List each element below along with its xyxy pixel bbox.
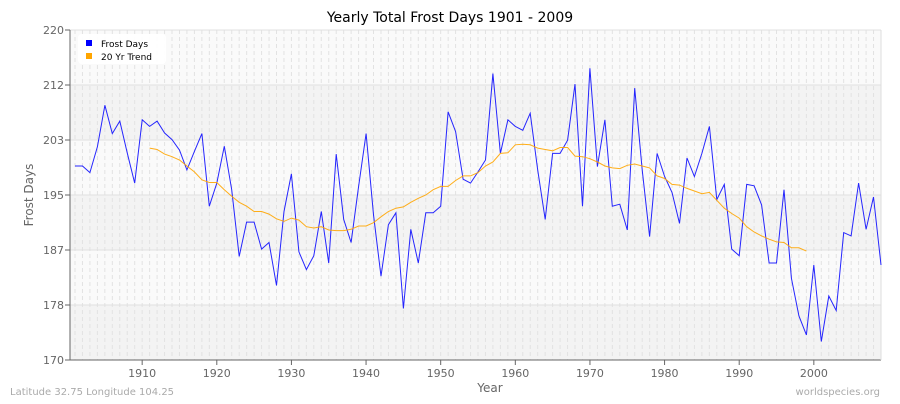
legend-swatch-frost-days	[86, 40, 92, 46]
background-band	[70, 30, 881, 85]
background-band	[70, 85, 881, 140]
legend-swatch-trend	[86, 53, 92, 59]
y-tick-label: 187	[43, 244, 64, 257]
legend-label-frost-days: Frost Days	[101, 40, 148, 50]
legend: Frost Days 20 Yr Trend	[78, 34, 166, 64]
y-tick-label: 212	[43, 79, 64, 92]
x-tick-label: 1930	[277, 367, 305, 380]
y-tick-label: 220	[43, 24, 64, 37]
background-band	[70, 140, 881, 195]
y-tick-label: 178	[43, 299, 64, 312]
y-tick-label: 170	[43, 354, 64, 367]
trend-series-line	[149, 143, 807, 252]
background-band	[70, 195, 881, 250]
background-bands	[70, 30, 881, 360]
background-band	[70, 250, 881, 305]
y-axis-label: Frost Days	[22, 164, 36, 227]
footer-location: Latitude 32.75 Longitude 104.25	[10, 387, 174, 398]
x-tick-label: 1990	[725, 367, 753, 380]
chart-title: Yearly Total Frost Days 1901 - 2009	[326, 10, 573, 26]
x-tick-label: 1950	[427, 367, 455, 380]
x-tick-label: 1940	[352, 367, 380, 380]
y-tick-label: 203	[43, 134, 64, 147]
x-tick-label: 1980	[651, 367, 679, 380]
y-axis-ticks: 170 178 187 195 203 212 220	[43, 24, 70, 367]
x-tick-label: 1920	[203, 367, 231, 380]
frost-days-series-line	[75, 68, 882, 342]
y-tick-label: 195	[43, 189, 64, 202]
background-band	[70, 305, 881, 360]
x-tick-label: 1960	[501, 367, 529, 380]
x-tick-label: 2000	[800, 367, 828, 380]
x-axis-ticks: 1910 1920 1930 1940 1950 1960 1970 1980 1990 2000	[128, 360, 828, 380]
x-tick-label: 1910	[128, 367, 156, 380]
legend-label-trend: 20 Yr Trend	[101, 53, 152, 63]
x-axis-label: Year	[476, 381, 502, 395]
x-tick-label: 1970	[576, 367, 604, 380]
footer-source[interactable]: worldspecies.org	[796, 387, 880, 398]
